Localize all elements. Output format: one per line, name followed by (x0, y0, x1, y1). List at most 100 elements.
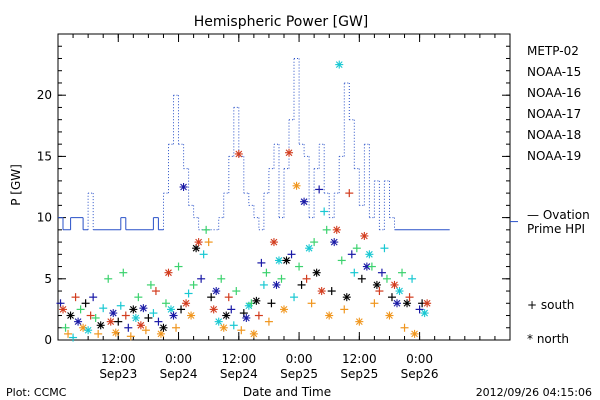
south-point (224, 293, 233, 302)
south-point (207, 293, 216, 302)
legend-entry: METP-02 (527, 44, 579, 58)
north-point (59, 305, 68, 314)
marker-stroke (167, 306, 175, 313)
x-tick-date: Sep24 (220, 367, 258, 381)
ovation-solid-line (58, 217, 450, 231)
south-point (124, 323, 133, 332)
north-point (192, 244, 201, 253)
south-point (56, 299, 65, 308)
south-point (161, 299, 170, 308)
footer-timestamp: 2012/09/26 04:15:06 (476, 386, 592, 399)
north-point (300, 197, 309, 206)
north-point (164, 268, 173, 277)
south-point (315, 185, 324, 194)
south-point (254, 311, 263, 320)
marker-stroke (160, 324, 167, 332)
south-point (400, 323, 409, 332)
marker-stroke (386, 312, 393, 319)
south-point (237, 326, 246, 335)
south-point (287, 250, 296, 259)
south-point (61, 323, 70, 332)
north-point (365, 250, 374, 259)
south-point (229, 321, 238, 330)
marker-stroke (333, 226, 341, 234)
south-point (257, 258, 266, 267)
south-point (91, 313, 100, 322)
south-point (146, 280, 155, 289)
marker-stroke (252, 297, 260, 305)
south-point (367, 262, 376, 271)
south-point (345, 189, 354, 198)
marker-stroke (343, 293, 351, 301)
north-point (222, 311, 231, 320)
south-point (189, 280, 198, 289)
ovation-legend-line1: — Ovation (527, 208, 590, 222)
marker-stroke (285, 149, 293, 157)
south-point (350, 268, 359, 277)
marker-stroke (132, 314, 140, 322)
north-point (234, 149, 243, 158)
x-tick-date: Sep25 (340, 367, 378, 381)
marker-stroke (79, 324, 87, 332)
south-point (322, 225, 331, 234)
marker-stroke (365, 250, 373, 258)
south-point (89, 293, 98, 302)
south-point (310, 238, 319, 247)
south-point (227, 305, 236, 314)
x-tick-date: Sep26 (401, 367, 439, 381)
north-point (325, 311, 334, 320)
scatter-points (56, 60, 432, 342)
marker-stroke (180, 183, 187, 191)
marker-stroke (212, 287, 220, 295)
north-point (330, 238, 339, 247)
south-point (290, 293, 299, 302)
north-point (159, 323, 168, 332)
south-point (415, 305, 424, 314)
north-point (274, 256, 283, 265)
south-point (154, 317, 163, 326)
marker-stroke (270, 238, 278, 246)
marker-stroke (293, 182, 300, 190)
south-point (144, 313, 153, 322)
marker-stroke (363, 263, 371, 270)
north-point (342, 293, 351, 302)
marker-legend-north: * north (527, 332, 569, 346)
x-tick-time: 0:00 (406, 352, 433, 366)
south-point (302, 274, 311, 283)
south-point (94, 329, 103, 338)
ovation-dotted-line (87, 58, 395, 231)
marker-stroke (242, 314, 250, 322)
x-tick-date: Sep25 (280, 367, 318, 381)
north-point (136, 321, 145, 330)
x-axis: 12:00Sep230:00Sep2412:00Sep240:00Sep2512… (57, 34, 511, 381)
north-point (129, 305, 138, 314)
marker-stroke (283, 257, 290, 264)
south-point (370, 299, 379, 308)
marker-stroke (235, 150, 243, 158)
x-tick-time: 12:00 (342, 352, 377, 366)
north-point (156, 329, 165, 338)
south-point (204, 238, 213, 247)
south-point (81, 299, 90, 308)
legend-entry: NOAA-17 (527, 107, 581, 121)
north-point (335, 60, 344, 69)
x-tick-date: Sep24 (160, 367, 198, 381)
south-point (297, 280, 306, 289)
north-point (182, 299, 191, 308)
south-point (357, 274, 366, 283)
north-point (332, 225, 341, 234)
north-point (403, 299, 412, 308)
south-point (262, 268, 271, 277)
x-tick-time: 12:00 (101, 352, 136, 366)
marker-legend-south: + south (527, 298, 574, 312)
north-point (249, 329, 258, 338)
south-point (184, 289, 193, 298)
south-point (347, 250, 356, 259)
footer-plot-credit: Plot: CCMC (6, 386, 67, 399)
marker-stroke (273, 281, 280, 289)
north-point (66, 311, 75, 320)
north-point (272, 280, 281, 289)
south-point (197, 274, 206, 283)
north-point (209, 305, 218, 314)
